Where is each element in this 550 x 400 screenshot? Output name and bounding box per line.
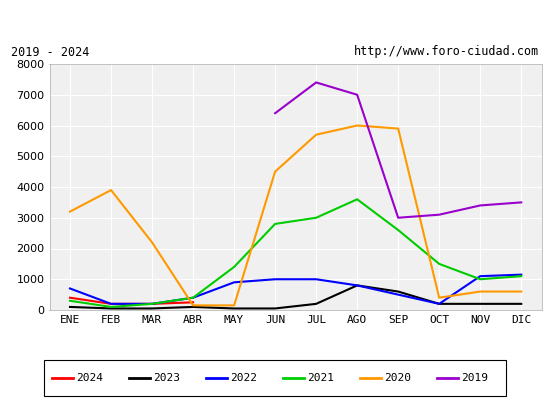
Text: 2021: 2021: [307, 373, 334, 383]
2022: [436, 302, 443, 306]
2019: [272, 111, 278, 116]
2021: [395, 228, 402, 232]
Text: 2020: 2020: [384, 373, 411, 383]
2022: [231, 280, 238, 285]
2024: [67, 295, 73, 300]
2019: [436, 212, 443, 217]
2023: [190, 304, 196, 309]
2021: [477, 277, 483, 282]
2023: [272, 306, 278, 311]
Line: 2023: 2023: [70, 286, 521, 308]
Text: 2022: 2022: [230, 373, 257, 383]
Line: 2024: 2024: [70, 298, 193, 304]
2021: [436, 262, 443, 266]
2022: [67, 286, 73, 291]
2023: [148, 306, 155, 311]
2019: [518, 200, 525, 205]
2023: [518, 302, 525, 306]
2022: [148, 302, 155, 306]
2022: [395, 292, 402, 297]
Line: 2020: 2020: [70, 126, 521, 305]
2023: [436, 302, 443, 306]
2020: [190, 303, 196, 308]
Line: 2019: 2019: [275, 82, 521, 218]
2023: [395, 289, 402, 294]
2021: [148, 302, 155, 306]
2024: [148, 302, 155, 306]
2023: [313, 302, 320, 306]
2021: [518, 274, 525, 278]
2020: [518, 289, 525, 294]
2020: [354, 123, 360, 128]
2020: [108, 188, 114, 192]
2023: [67, 304, 73, 309]
2020: [231, 303, 238, 308]
2019: [354, 92, 360, 97]
2020: [272, 169, 278, 174]
2022: [313, 277, 320, 282]
2021: [67, 298, 73, 303]
2019: [313, 80, 320, 85]
2020: [148, 240, 155, 245]
Line: 2021: 2021: [70, 199, 521, 307]
Text: Evolucion Nº Turistas Nacionales en el municipio de Santa Cruz del Valle: Evolucion Nº Turistas Nacionales en el m…: [0, 13, 550, 29]
2020: [313, 132, 320, 137]
2022: [477, 274, 483, 278]
FancyBboxPatch shape: [44, 360, 506, 396]
2020: [436, 295, 443, 300]
Line: 2022: 2022: [70, 275, 521, 304]
2023: [231, 306, 238, 311]
2024: [190, 300, 196, 305]
2021: [354, 197, 360, 202]
2021: [190, 295, 196, 300]
2021: [313, 215, 320, 220]
2020: [67, 209, 73, 214]
Text: 2019: 2019: [461, 373, 488, 383]
2022: [190, 295, 196, 300]
2023: [477, 302, 483, 306]
2019: [477, 203, 483, 208]
Text: 2024: 2024: [76, 373, 103, 383]
2022: [272, 277, 278, 282]
2024: [108, 302, 114, 306]
2023: [108, 306, 114, 311]
2021: [272, 222, 278, 226]
2021: [108, 304, 114, 309]
2019: [395, 215, 402, 220]
2022: [518, 272, 525, 277]
Text: http://www.foro-ciudad.com: http://www.foro-ciudad.com: [354, 46, 539, 58]
Text: 2023: 2023: [153, 373, 180, 383]
Text: 2019 - 2024: 2019 - 2024: [11, 46, 89, 58]
2021: [231, 264, 238, 269]
2020: [477, 289, 483, 294]
2022: [108, 302, 114, 306]
2020: [395, 126, 402, 131]
2022: [354, 283, 360, 288]
2023: [354, 283, 360, 288]
